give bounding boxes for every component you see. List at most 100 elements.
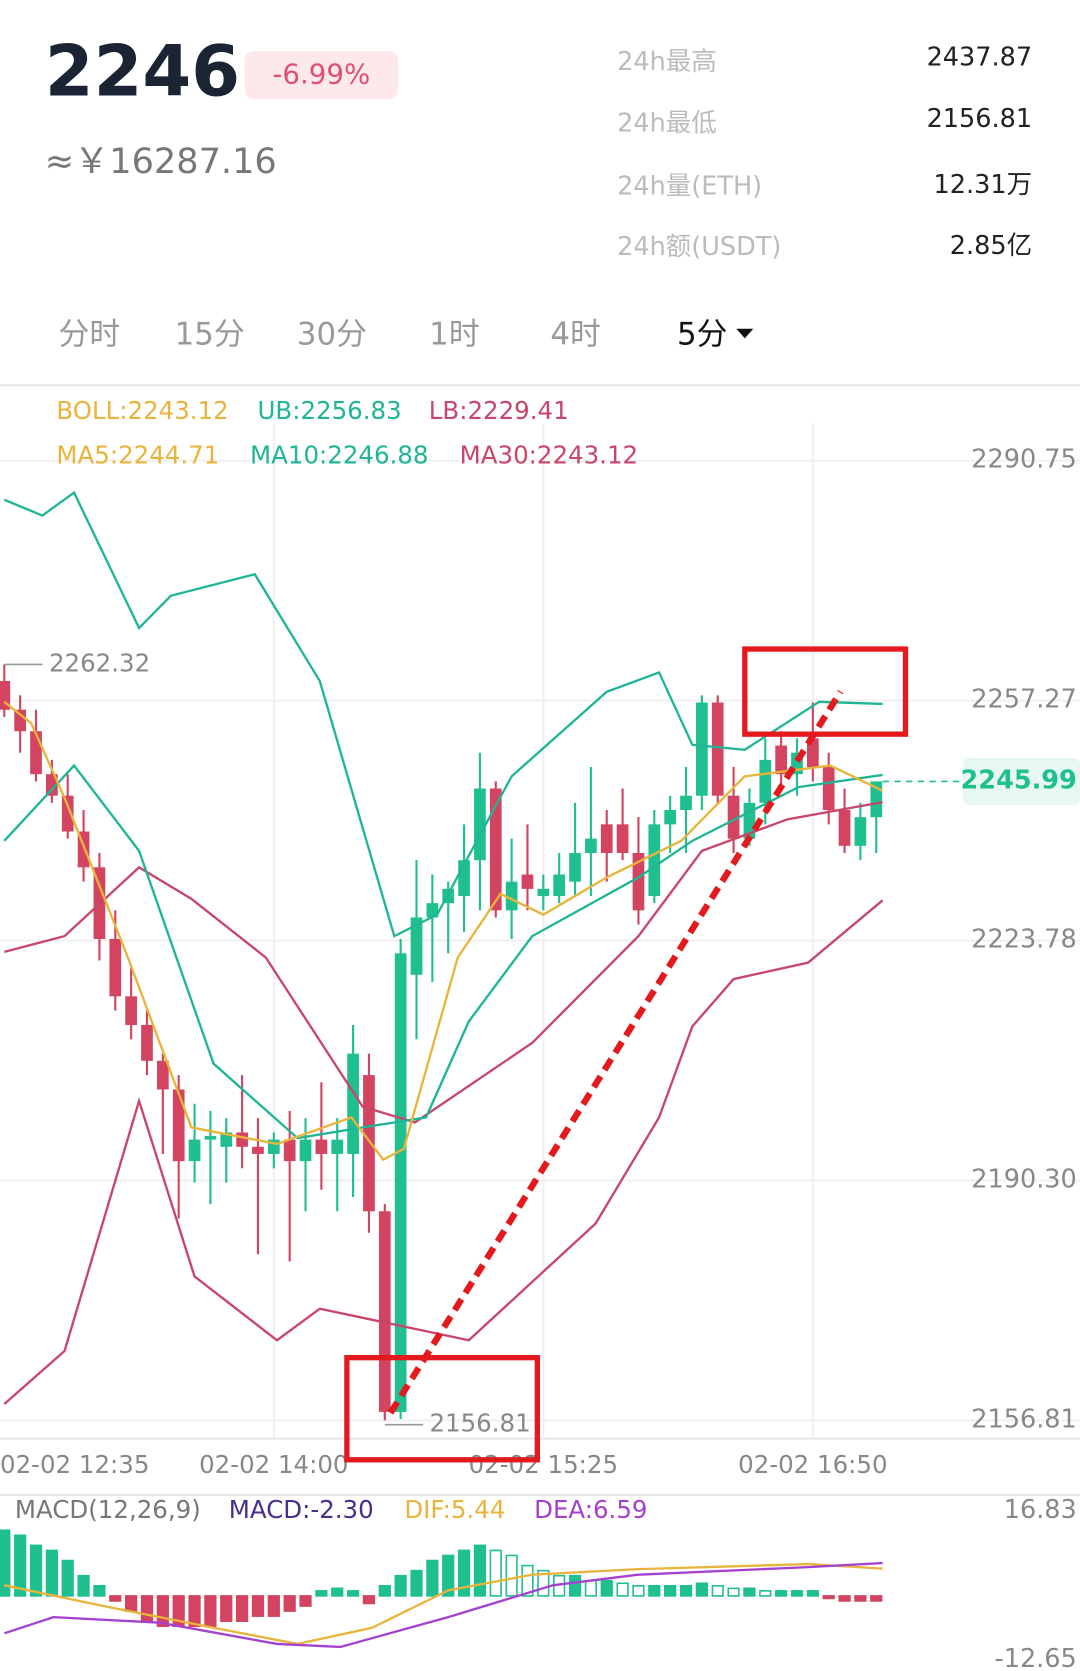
macd-bar <box>315 1590 328 1597</box>
macd-bar <box>14 1534 27 1597</box>
tab[interactable]: 1时 <box>429 317 479 353</box>
stat-value: 2437.87 <box>927 43 1033 73</box>
macd-bar <box>251 1595 265 1617</box>
candle-body <box>426 903 439 918</box>
candle-body <box>315 1139 328 1154</box>
candle-body <box>616 824 629 854</box>
candle-body <box>141 1024 153 1061</box>
macd-bar <box>711 1585 724 1597</box>
macd-bar <box>156 1595 169 1628</box>
macd-bar <box>473 1544 487 1597</box>
tab[interactable]: 4时 <box>550 317 600 353</box>
candle-body <box>854 817 867 846</box>
candle-body <box>77 831 90 868</box>
candle-body <box>204 1136 217 1140</box>
last-price: 2245.99 <box>961 765 1077 795</box>
trend-arrow <box>387 689 844 1415</box>
macd-bar <box>426 1559 439 1597</box>
indicator-legend: LB:2229.41 <box>429 396 569 425</box>
cny-price: ≈￥16287.16 <box>45 141 277 182</box>
candle-body <box>489 788 502 911</box>
x-tick-label: 02-02 15:25 <box>469 1450 618 1479</box>
candle-body <box>283 1139 296 1162</box>
candle-body <box>363 1075 375 1212</box>
macd-bar <box>346 1590 360 1597</box>
candle-body <box>791 752 803 775</box>
candle-body <box>680 795 692 811</box>
macd-bar <box>378 1585 391 1597</box>
macd-bar <box>109 1595 122 1602</box>
macd-bar <box>695 1582 708 1597</box>
stat-value: 2156.81 <box>927 104 1033 134</box>
stat-value: 2.85亿 <box>950 231 1032 261</box>
candle-body <box>299 1139 312 1162</box>
price: 2246 <box>45 31 240 113</box>
macd-bar <box>584 1579 598 1597</box>
x-tick-label: 02-02 14:00 <box>199 1450 348 1479</box>
candle-body <box>632 853 645 911</box>
change: -6.99% <box>272 58 370 91</box>
dropdown-arrow[interactable] <box>736 328 754 339</box>
macd-bar <box>45 1549 58 1597</box>
highlight-box <box>344 1354 540 1463</box>
candle-body <box>125 996 137 1025</box>
y-tick-label: 2190.30 <box>971 1164 1077 1194</box>
candle-body <box>806 738 819 768</box>
macd-bar <box>204 1595 217 1628</box>
y-tick-label: -12.65 <box>995 1644 1077 1671</box>
stat-label: 24h最高 <box>617 47 717 77</box>
candle-body <box>664 810 677 825</box>
macd-bar <box>679 1585 693 1597</box>
indicator-legend: MA5:2244.71 <box>56 440 219 469</box>
candle-body <box>711 702 724 796</box>
stat-value: 12.31万 <box>934 170 1033 200</box>
highlight-box <box>742 646 909 737</box>
candle-body <box>46 774 58 796</box>
macd-bar <box>394 1574 407 1597</box>
candle-body <box>553 874 566 897</box>
indicator-legend: DIF:5.44 <box>404 1495 505 1524</box>
y-tick-label: 2290.75 <box>971 445 1077 475</box>
macd-bar <box>505 1554 518 1597</box>
macd-bar <box>331 1587 344 1597</box>
candle-body <box>743 802 756 839</box>
macd-bar <box>140 1595 154 1622</box>
macd-bar <box>61 1559 74 1597</box>
indicator-line <box>3 490 883 938</box>
macd-bar <box>299 1595 312 1607</box>
candle-body <box>188 1139 201 1162</box>
macd-bar <box>648 1585 661 1597</box>
macd-bar <box>616 1582 629 1597</box>
macd-bar <box>489 1549 502 1597</box>
x-tick-label: 02-02 12:35 <box>0 1450 149 1479</box>
candle-body <box>537 888 550 897</box>
tab[interactable]: 15分 <box>175 317 245 353</box>
indicator-legend: MA30:2243.12 <box>460 440 638 469</box>
macd-bar <box>870 1595 883 1602</box>
macd-bar <box>125 1595 138 1612</box>
candle-body <box>347 1053 359 1154</box>
candle-body <box>236 1132 248 1147</box>
candle-body <box>378 1211 391 1412</box>
indicator-line <box>3 763 883 1140</box>
macd-bar <box>283 1595 296 1612</box>
candle-body <box>775 745 787 775</box>
candle-body <box>172 1089 185 1162</box>
macd-bar <box>727 1587 740 1597</box>
candle-body <box>331 1139 344 1154</box>
candle-body <box>648 824 661 897</box>
x-tick-label: 02-02 16:50 <box>738 1450 887 1479</box>
indicator-legend: DEA:6.59 <box>534 1495 647 1524</box>
tab[interactable]: 30分 <box>297 317 367 353</box>
macd-bar <box>838 1595 851 1602</box>
tab-active[interactable]: 5分 <box>677 317 727 353</box>
stat-label: 24h量(ETH) <box>617 171 762 201</box>
candle-body <box>521 874 534 889</box>
tab[interactable]: 分时 <box>59 317 121 353</box>
candle-body <box>156 1060 169 1090</box>
macd-bar <box>220 1595 233 1622</box>
macd-bar <box>743 1587 756 1597</box>
candle-body <box>0 681 11 710</box>
annotations: 2290.75 2257.27 2223.78 2190.30 2156.81 BOLL:… <box>15 396 1077 1671</box>
candle-body <box>61 795 74 832</box>
